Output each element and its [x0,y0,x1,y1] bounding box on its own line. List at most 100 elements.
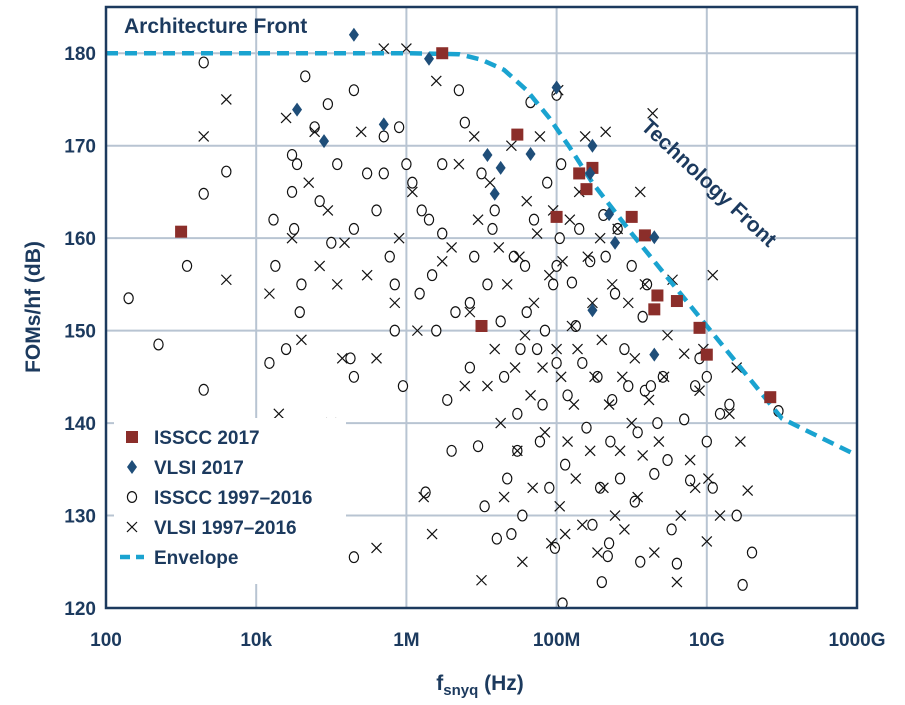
series-isscc-1997-2016-point [420,486,431,499]
series-vlsi-1997-2016-point [554,500,566,512]
series-isscc-1997-2016-point [389,324,400,337]
series-vlsi-1997-2016-point-stroke-b [505,140,517,152]
series-vlsi-1997-2016-point [528,297,540,309]
legend-item-3-swatch-stroke-b [126,521,138,533]
series-vlsi-1997-2016-point-stroke-b [519,329,531,341]
series-vlsi-1997-2016-point-stroke-b [273,408,285,420]
series-vlsi-1997-2016-point-stroke-b [597,482,609,494]
series-vlsi-1997-2016-point [539,426,551,438]
series-vlsi-2017-point [649,347,660,362]
series-vlsi-1997-2016-point [501,278,513,290]
series-vlsi-1997-2016-point [371,352,382,364]
series-vlsi-1997-2016-point [472,214,484,226]
envelope-line [106,50,857,458]
series-isscc-1997-2016-point [649,467,660,480]
series-vlsi-1997-2016-point-stroke-b [634,186,646,198]
series-isscc-1997-2016-point [464,361,476,374]
series-vlsi-1997-2016-point [684,454,696,466]
series-vlsi-1997-2016-point [707,269,719,281]
series-vlsi-1997-2016-point [519,329,531,341]
series-vlsi-1997-2016-point-stroke-b [584,445,596,457]
series-vlsi-1997-2016-point-stroke-b [371,542,382,554]
series-vlsi-2017-point [319,134,330,149]
series-isscc-2017-point [475,319,488,332]
series-vlsi-1997-2016-point [694,385,705,397]
series-vlsi-1997-2016-point-stroke-b [589,371,600,383]
series-vlsi-1997-2016-point-stroke-b [594,232,606,244]
series-vlsi-1997-2016-point-stroke-b [406,186,418,198]
legend-item-0-label: ISSCC 2017 [154,428,260,449]
series-isscc-1997-2016-point [472,440,484,453]
legend: ISSCC 2017 VLSI 2017 ISSCC 1997–2016 VLSI 1… [114,418,346,584]
series-isscc-1997-2016-point [544,481,555,494]
series-isscc-1997-2016-point [519,259,531,272]
series-vlsi-1997-2016-point-stroke-b [559,528,571,540]
series-vlsi-1997-2016-point-stroke-b [632,491,644,503]
series-vlsi-1997-2016-point-stroke-b [545,537,557,549]
series-vlsi-1997-2016-point [723,408,735,420]
series-isscc-1997-2016-point [684,474,696,487]
series-vlsi-2017 [292,27,660,362]
x-tick-label: 1000G [828,630,885,651]
series-vlsi-1997-2016-point-stroke-b [322,204,334,216]
series-vlsi-2017-point [482,147,493,162]
series-vlsi-1997-2016-point [662,329,673,341]
series-vlsi-1997-2016-point [543,269,555,281]
series-vlsi-2017-point [292,102,303,117]
series-isscc-1997-2016-point [348,551,360,564]
legend-background [114,418,346,584]
series-isscc-1997-2016-point [626,259,637,272]
series-vlsi-1997-2016-point [606,278,618,290]
series-vlsi-1997-2016-point [331,278,343,290]
series-vlsi-1997-2016-point [626,417,638,429]
series-isscc-1997-2016-point [123,292,134,305]
series-isscc-1997-2016-point [296,278,307,291]
series-vlsi-1997-2016-point [511,445,523,457]
series-vlsi-1997-2016-point [643,394,655,406]
series-isscc-1997-2016-point [607,393,618,406]
series-isscc-1997-2016-point [537,398,548,411]
series-vlsi-1997-2016-point-stroke-b [662,329,673,341]
series-isscc-1997-2016-point [652,417,663,430]
series-vlsi-1997-2016-point [273,408,285,420]
series-isscc-1997-2016-point [198,56,209,69]
series-isscc-1997-2016-point [378,130,389,143]
x-tick-label: 100 [90,630,122,651]
series-vlsi-1997-2016-point [592,547,603,558]
series-isscc-1997-2016-point [534,435,546,448]
series-vlsi-1997-2016-point [426,528,438,540]
series-vlsi-1997-2016-point [555,371,567,383]
series-vlsi-1997-2016-point [714,510,726,521]
series-vlsi-1997-2016-point [675,510,687,521]
series-isscc-1997-2016-point [423,213,435,226]
legend-item-4-label: Envelope [154,548,238,569]
series-isscc-1997-2016-point [632,426,643,439]
series-vlsi-1997-2016-point [658,371,670,383]
series-vlsi-1997-2016-point-stroke-b [514,251,525,263]
x-axis-title-subscript: snyq [443,682,478,699]
series-vlsi-1997-2016-point [198,131,210,142]
series-vlsi-1997-2016-point [393,232,405,244]
series-vlsi-1997-2016-point-stroke-b [264,288,275,300]
series-vlsi-1997-2016-point [336,352,348,364]
series-isscc-1997-2016-point [547,278,559,291]
series-vlsi-1997-2016-point [629,352,641,364]
series-vlsi-1997-2016-point [484,177,496,189]
series-isscc-1997-2016-point [508,250,520,263]
series-vlsi-1997-2016-point-stroke-b [579,131,591,142]
series-vlsi-1997-2016-point-stroke-b [643,394,655,406]
series-vlsi-1997-2016-point-stroke-b [472,214,484,226]
y-tick-label: 120 [64,599,96,620]
series-vlsi-1997-2016-point [527,482,539,494]
series-vlsi-1997-2016-point-stroke-b [678,348,690,360]
series-vlsi-1997-2016-point [453,158,465,170]
series-vlsi-1997-2016-point [576,519,588,531]
series-isscc-1997-2016-point [596,576,608,589]
series-isscc-1997-2016-point [701,435,713,448]
series-vlsi-1997-2016-point-stroke-b [707,269,719,281]
series-vlsi-1997-2016-point-stroke-b [616,371,628,383]
series-vlsi-1997-2016-point-stroke-b [658,371,670,383]
series-vlsi-1997-2016-point [564,214,576,226]
y-tick-label: 150 [64,322,96,343]
series-vlsi-1997-2016-point-stroke-b [389,297,401,309]
